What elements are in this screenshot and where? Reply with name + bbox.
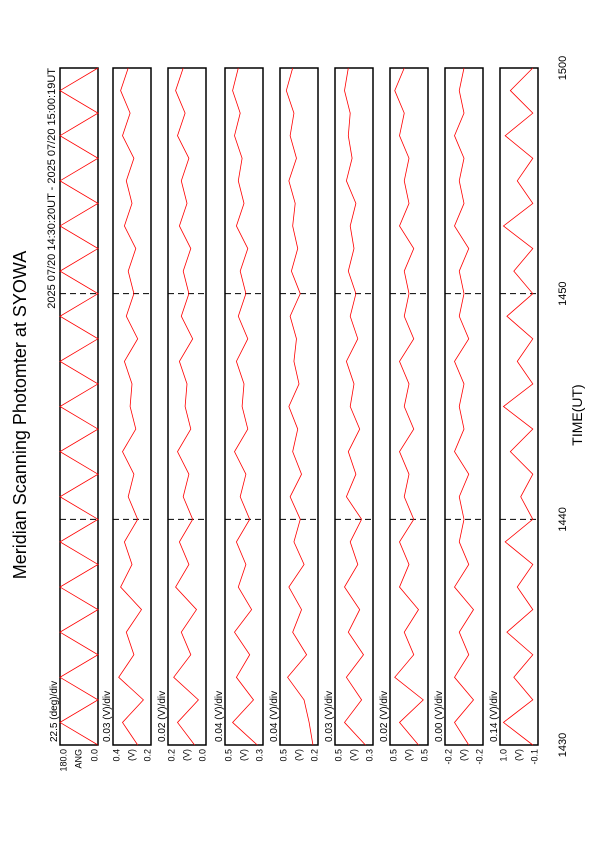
y-tick-label: 0.0 [89,749,99,762]
y-tick-label: 180.0 [58,749,68,772]
trace [343,67,366,746]
y-axis-label: (V) [458,749,468,761]
x-tick-label: 1500 [557,56,569,80]
y-axis-label: (V) [126,749,136,761]
panel-scale-label: 0.14 (V)/div [489,691,500,742]
y-tick-label: 0.5 [419,749,429,762]
panel-scale-label: 0.04 (V)/div [269,691,280,742]
panel-frame [224,67,264,746]
y-tick-label: 0.3 [254,749,264,762]
y-axis-label: (V) [293,749,303,761]
y-axis-label: (V) [403,749,413,761]
y-tick-label: 0.5 [278,749,288,762]
panel-scale-label: 0.04 (V)/div [214,691,225,742]
panel-scale-label: 0.03 (V)/div [102,691,113,742]
trace [502,67,534,746]
panel-frame [279,67,319,746]
chart-subtitle: 2025 07/20 14:30:20UT - 2025 07/20 15:00… [46,68,58,309]
trace [394,67,424,746]
y-tick-label: 0.3 [364,749,374,762]
y-axis-label: (V) [181,749,191,761]
y-tick-label: 0.5 [223,749,233,762]
panel-frame [167,67,207,746]
y-tick-label: 0.5 [388,749,398,762]
panel-scale-label: 0.00 (V)/div [434,691,445,742]
panel-scale-label: 22.5 (deg)/div [49,681,60,742]
x-tick-label: 1450 [557,281,569,305]
y-tick-label: -0.2 [474,749,484,765]
trace [454,67,475,746]
x-tick-label: 1430 [557,733,569,757]
y-tick-label: 0.2 [142,749,152,762]
trace [232,67,258,746]
panel-frame [389,67,429,746]
panel-frame [112,67,152,746]
y-tick-label: 0.4 [111,749,121,762]
y-tick-label: -0.1 [529,749,539,765]
y-tick-label: 0.5 [333,749,343,762]
y-axis-label: (V) [513,749,523,761]
rotated-plot: Meridian Scanning Photomter at SYOWA 202… [10,56,585,772]
panel-frame [499,67,539,746]
y-axis-label: ANG [73,749,83,769]
x-tick-label: 1440 [557,507,569,531]
y-tick-label: 0.0 [197,749,207,762]
y-axis-label: (V) [348,749,358,761]
trace [118,67,144,746]
y-tick-label: 0.2 [166,749,176,762]
y-tick-label: -0.2 [443,749,453,765]
y-tick-label: 0.2 [309,749,319,762]
x-axis-title: TIME(UT) [569,384,585,445]
y-axis-label: (V) [238,749,248,761]
panel-scale-label: 0.03 (V)/div [324,691,335,742]
chart-title: Meridian Scanning Photomter at SYOWA [10,251,30,579]
y-tick-label: 1.0 [498,749,508,762]
trace [173,67,199,746]
trace [59,67,99,746]
trace [285,67,314,746]
panel-scale-label: 0.02 (V)/div [157,691,168,742]
panel-scale-label: 0.02 (V)/div [379,691,390,742]
panel-frame [334,67,374,746]
